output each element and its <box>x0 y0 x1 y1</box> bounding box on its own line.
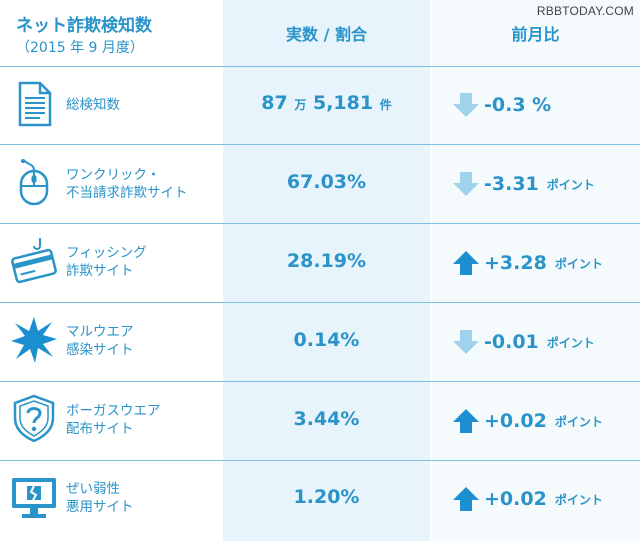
row-change: +0.02 ポイント <box>452 408 640 434</box>
row-label: ぜい弱性 悪用サイト <box>66 480 216 516</box>
value-main: 3.44% <box>293 408 360 430</box>
row-label: ボーガスウエア 配布サイト <box>66 402 216 438</box>
row-divider <box>0 302 640 303</box>
title-text: ネット詐欺検知数 <box>16 16 152 36</box>
credit-card-hook-icon <box>11 238 57 284</box>
mouse-icon <box>19 159 49 206</box>
row-value: 0.14% <box>222 329 431 351</box>
arrow-up-icon <box>453 487 479 511</box>
arrow-down-icon <box>453 330 479 354</box>
value-main: 87 <box>261 92 288 114</box>
row-change: -0.3 % <box>452 92 640 118</box>
watermark: RBBTODAY.COM <box>536 4 634 18</box>
document-icon <box>18 81 52 127</box>
value-main: 28.19% <box>286 250 367 272</box>
row-label-line1: ボーガスウエア <box>66 403 161 419</box>
shield-question-icon <box>13 394 55 442</box>
change-value: +3.28 <box>484 252 547 274</box>
row-label: フィッシング 詐欺サイト <box>66 244 216 280</box>
row-divider <box>0 381 640 382</box>
row-label: ワンクリック・ 不当請求詐欺サイト <box>66 166 216 202</box>
change-unit: ポイント <box>554 492 603 507</box>
change-value: +0.02 <box>484 410 547 432</box>
column-divider <box>221 0 223 541</box>
value-main: 67.03% <box>286 171 367 193</box>
row-label-line1: 総検知数 <box>66 97 120 113</box>
column-header-value: 実数 / 割合 <box>286 25 367 44</box>
change-value: -0.3 % <box>484 94 552 116</box>
value-unit: 万 <box>294 98 307 112</box>
change-unit: ポイント <box>546 177 595 192</box>
row-label: 総検知数 <box>66 96 216 114</box>
row-change: +0.02 ポイント <box>452 486 640 512</box>
row-value: 3.44% <box>222 408 431 430</box>
row-label-line1: ワンクリック・ <box>66 167 161 183</box>
row-value: 28.19% <box>222 250 431 272</box>
change-value: -0.01 <box>484 331 539 353</box>
value-rest: 5,181 <box>312 92 374 114</box>
row-value: 67.03% <box>222 171 431 193</box>
row-divider <box>0 223 640 224</box>
broken-monitor-icon <box>12 478 56 518</box>
row-divider <box>0 460 640 461</box>
row-divider <box>0 66 640 67</box>
row-label-line2: 不当請求詐欺サイト <box>66 185 188 201</box>
row-change: -0.01 ポイント <box>452 329 640 355</box>
row-divider <box>0 144 640 145</box>
row-label-line1: マルウエア <box>66 324 134 340</box>
row-label-line1: ぜい弱性 <box>66 481 120 497</box>
column-header-change: 前月比 <box>511 25 560 44</box>
malware-burst-icon <box>11 317 57 363</box>
row-change: -3.31 ポイント <box>452 171 640 197</box>
value-unit: 件 <box>379 98 392 112</box>
change-unit: ポイント <box>554 256 603 271</box>
value-column-bg <box>222 0 431 541</box>
row-value: 1.20% <box>222 486 431 508</box>
row-label-line2: 感染サイト <box>66 342 134 358</box>
arrow-up-icon <box>453 409 479 433</box>
row-label-line2: 配布サイト <box>66 421 134 437</box>
change-value: -3.31 <box>484 173 539 195</box>
arrow-down-icon <box>453 172 479 196</box>
row-value: 87 万 5,181 件 <box>222 92 431 114</box>
change-value: +0.02 <box>484 488 547 510</box>
column-divider <box>430 0 432 541</box>
row-label-line2: 詐欺サイト <box>66 263 134 279</box>
value-main: 1.20% <box>293 486 360 508</box>
table-title: ネット詐欺検知数 （2015 年 9 月度） <box>16 10 216 62</box>
arrow-up-icon <box>453 251 479 275</box>
arrow-down-icon <box>453 93 479 117</box>
change-unit: ポイント <box>546 335 595 350</box>
row-label-line1: フィッシング <box>66 245 147 261</box>
value-main: 0.14% <box>293 329 360 351</box>
change-unit: ポイント <box>554 414 603 429</box>
row-label-line2: 悪用サイト <box>66 499 134 515</box>
row-label: マルウエア 感染サイト <box>66 323 216 359</box>
subtitle-text: （2015 年 9 月度） <box>16 40 144 56</box>
row-change: +3.28 ポイント <box>452 250 640 276</box>
